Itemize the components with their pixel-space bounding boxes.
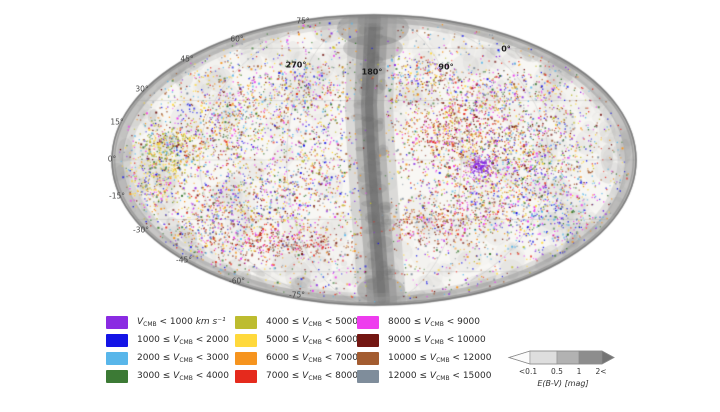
longitude-tick-label: 180° <box>361 67 383 77</box>
legend-label: 3000 ≤ VCMB < 4000 <box>137 371 229 382</box>
legend-item: 7000 ≤ VCMB < 8000 <box>235 370 358 383</box>
legend-swatch <box>357 352 379 365</box>
legend-label: 7000 ≤ VCMB < 8000 <box>266 371 358 382</box>
longitude-tick-label: 0° <box>501 44 511 54</box>
colorbar-left-arrow <box>507 350 531 365</box>
latitude-tick-label: 45° <box>180 54 194 64</box>
legend-column-1: VCMB < 1000 km s⁻¹ 1000 ≤ VCMB < 2000 20… <box>106 316 235 388</box>
legend-item: 12000 ≤ VCMB < 15000 <box>357 370 491 383</box>
longitude-tick-label: 90° <box>438 62 454 72</box>
colorbar-title: E(B-V) [mag] <box>537 379 588 388</box>
latitude-tick-label: -45° <box>176 255 192 265</box>
legend-swatch <box>106 316 128 329</box>
legend-label: 10000 ≤ VCMB < 12000 <box>388 353 492 364</box>
legend-column-3: 8000 ≤ VCMB < 9000 9000 ≤ VCMB < 10000 1… <box>357 316 491 388</box>
legend-label: 2000 ≤ VCMB < 3000 <box>137 353 229 364</box>
legend-column-2: 4000 ≤ VCMB < 5000 5000 ≤ VCMB < 6000 60… <box>235 316 358 388</box>
latitude-tick-label: -60° <box>229 276 245 286</box>
legend-swatch <box>235 370 257 383</box>
latitude-tick-label: -75° <box>289 290 305 300</box>
legend-label: VCMB < 1000 km s⁻¹ <box>137 317 226 328</box>
legend-swatch <box>106 334 128 347</box>
legend-swatch <box>235 316 257 329</box>
latitude-tick-label: 0° <box>107 154 117 164</box>
legend-swatch <box>357 334 379 347</box>
colorbar-segment <box>529 350 558 365</box>
latitude-tick-label: 30° <box>135 84 149 94</box>
legend-label: 12000 ≤ VCMB < 15000 <box>388 371 492 382</box>
legend-label: 1000 ≤ VCMB < 2000 <box>137 335 229 346</box>
latitude-tick-label: 75° <box>296 16 310 26</box>
legend-item: 8000 ≤ VCMB < 9000 <box>357 316 491 329</box>
extinction-colorbar: <0.1 0.5 1 2< E(B-V) [mag] <box>507 350 615 388</box>
colorbar-tick: 0.5 <box>551 367 563 376</box>
longitude-tick-label: 270° <box>285 60 307 70</box>
colorbar-right-arrow <box>601 350 615 365</box>
latitude-tick-label: -15° <box>109 191 125 201</box>
colorbar-tick: <0.1 <box>519 367 537 376</box>
legend-item: 1000 ≤ VCMB < 2000 <box>106 334 235 347</box>
legend-label: 9000 ≤ VCMB < 10000 <box>388 335 486 346</box>
legend-swatch <box>106 352 128 365</box>
colorbar-tick: 2< <box>595 367 606 376</box>
latitude-tick-label: 60° <box>230 34 244 44</box>
legend-item: 2000 ≤ VCMB < 3000 <box>106 352 235 365</box>
legend-item: 6000 ≤ VCMB < 7000 <box>235 352 358 365</box>
legend-swatch <box>106 370 128 383</box>
legend-label: 6000 ≤ VCMB < 7000 <box>266 353 358 364</box>
legend-label: 4000 ≤ VCMB < 5000 <box>266 317 358 328</box>
legend-label: 5000 ≤ VCMB < 6000 <box>266 335 358 346</box>
legend-label: 8000 ≤ VCMB < 9000 <box>388 317 480 328</box>
velocity-legend: VCMB < 1000 km s⁻¹ 1000 ≤ VCMB < 2000 20… <box>106 316 491 388</box>
legend-item: 9000 ≤ VCMB < 10000 <box>357 334 491 347</box>
legend-swatch <box>357 370 379 383</box>
legend-item: 4000 ≤ VCMB < 5000 <box>235 316 358 329</box>
latitude-tick-label: -30° <box>133 225 149 235</box>
legend-swatch <box>235 334 257 347</box>
legend-item: 10000 ≤ VCMB < 12000 <box>357 352 491 365</box>
legend-item: 3000 ≤ VCMB < 4000 <box>106 370 235 383</box>
colorbar-tick: 1 <box>577 367 582 376</box>
legend-swatch <box>357 316 379 329</box>
colorbar-outline <box>507 350 615 365</box>
latitude-tick-label: 15° <box>110 117 124 127</box>
colorbar-segment <box>578 350 603 365</box>
legend-swatch <box>235 352 257 365</box>
legend-item: VCMB < 1000 km s⁻¹ <box>106 316 235 329</box>
legend-item: 5000 ≤ VCMB < 6000 <box>235 334 358 347</box>
colorbar-segment <box>556 350 580 365</box>
